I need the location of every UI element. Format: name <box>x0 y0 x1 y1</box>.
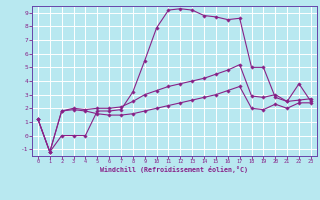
X-axis label: Windchill (Refroidissement éolien,°C): Windchill (Refroidissement éolien,°C) <box>100 166 248 173</box>
